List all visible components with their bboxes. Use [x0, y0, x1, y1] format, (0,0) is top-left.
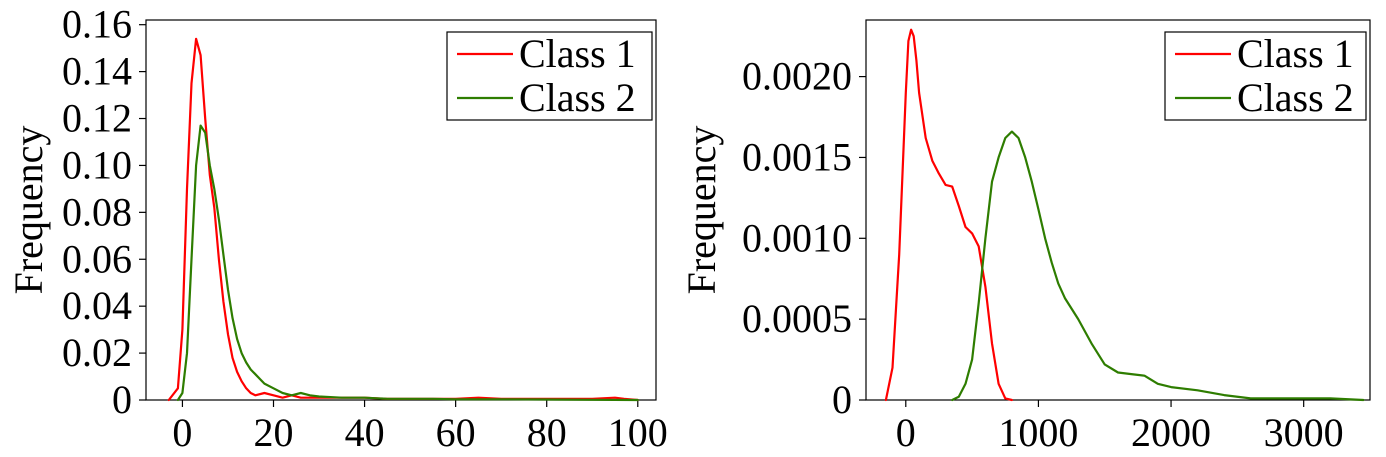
y-tick-label: 0.04	[62, 283, 132, 328]
y-tick-label: 0.0020	[742, 54, 852, 99]
y-axis-label: Frequency	[6, 126, 51, 295]
x-tick-label: 0	[896, 410, 916, 455]
series-line-class-1	[167, 37, 639, 402]
y-tick-label: 0.14	[62, 49, 132, 94]
left-density-chart: 0 20 40 60 80 10000.020.040.060.080.100.120.1…	[6, 2, 668, 455]
legend-label: Class 2	[1237, 75, 1354, 120]
series-line-class-1	[884, 28, 1014, 402]
legend-box	[446, 31, 653, 121]
y-tick-label: 0	[112, 377, 132, 422]
x-tick-label: 40	[345, 410, 385, 455]
legend-box	[1164, 31, 1367, 121]
x-tick-label: 100	[608, 410, 668, 455]
y-tick-label: 0.0005	[742, 296, 852, 341]
y-tick-label: 0.10	[62, 142, 132, 187]
x-tick-label: 20	[254, 410, 294, 455]
y-tick-label: 0.0010	[742, 215, 852, 260]
x-tick-label: 3000	[1264, 410, 1344, 455]
plot-frame	[865, 19, 1371, 401]
legend-label: Class 1	[519, 31, 636, 76]
x-tick-label: 2000	[1131, 410, 1211, 455]
right-density-chart: 0 1000 2000 3000 0 0.0005 0.0010 0.0015 0.0020 Fr…	[679, 19, 1371, 455]
y-tick-label: 0.0015	[742, 134, 852, 179]
x-tick-label: 1000	[998, 410, 1078, 455]
series-line-class-2	[951, 130, 1365, 402]
legend-label: Class 1	[1237, 31, 1354, 76]
x-tick-label: 60	[436, 410, 476, 455]
legend-label: Class 2	[519, 75, 636, 120]
y-tick-label: 0.12	[62, 96, 132, 141]
plot-frame	[145, 19, 657, 401]
y-tick-label: 0.16	[62, 2, 132, 47]
y-tick-label: 0.08	[62, 189, 132, 234]
x-tick-label: 0	[172, 410, 192, 455]
series-line-class-2	[176, 124, 639, 402]
y-tick-label: 0.06	[62, 236, 132, 281]
y-tick-label: 0	[832, 377, 852, 422]
y-tick-label: 0.02	[62, 330, 132, 375]
x-tick-label: 80	[527, 410, 567, 455]
y-axis-label: Frequency	[679, 126, 724, 295]
